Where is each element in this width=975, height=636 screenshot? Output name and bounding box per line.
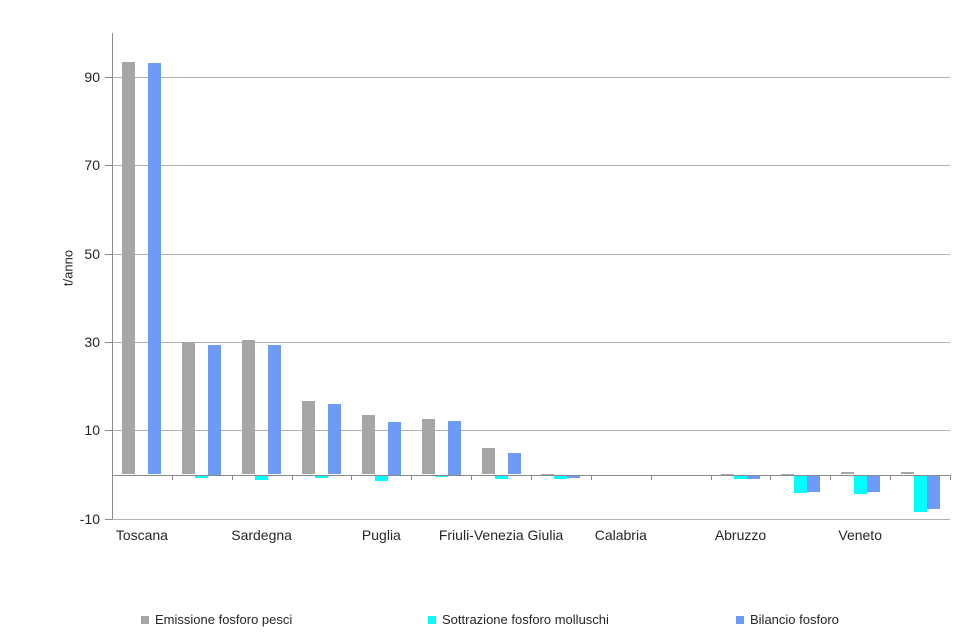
- bar-emissione-fosforo-pesci-cat11: [721, 473, 734, 475]
- bar-emissione-fosforo-pesci-cat12: [780, 473, 794, 475]
- legend-label: Emissione fosforo pesci: [155, 612, 293, 627]
- bar-sottrazione-fosforo-molluschi-cat4: [315, 474, 328, 478]
- y-axis-tick: [105, 76, 112, 78]
- y-tick-label: 70: [84, 157, 100, 174]
- gridline: [112, 518, 950, 520]
- bar-emissione-fosforo-pesci-cat6: [421, 418, 435, 475]
- x-axis-tick: [590, 474, 592, 480]
- legend-swatch-icon: [141, 615, 149, 624]
- y-axis-tick: [105, 165, 112, 167]
- y-axis-tick: [105, 253, 112, 255]
- x-axis-tick: [291, 474, 293, 480]
- bar-sottrazione-fosforo-molluschi-cat2: [195, 474, 209, 478]
- bar-emissione-fosforo-pesci-cat7: [481, 448, 495, 475]
- y-tick-label: -10: [79, 510, 100, 527]
- bar-sottrazione-fosforo-molluschi-cat12: [793, 474, 807, 494]
- bar-emissione-fosforo-pesci-cat3: [242, 339, 256, 475]
- x-axis-tick: [650, 474, 652, 480]
- x-axis-tick: [112, 474, 113, 480]
- x-axis-tick: [890, 474, 892, 480]
- legend-item-sottrazione-fosforo-molluschi: Sottrazione fosforo molluschi: [428, 612, 609, 627]
- legend-label: Bilancio fosforo: [750, 612, 839, 627]
- bar-bilancio-fosforo-cat14: [926, 474, 940, 510]
- legend-label: Sottrazione fosforo molluschi: [442, 612, 609, 627]
- bar-bilancio-fosforo-cat7: [507, 452, 521, 475]
- bar-emissione-fosforo-pesci-cat5: [361, 415, 375, 475]
- bar-bilancio-fosforo-cat11: [747, 474, 760, 479]
- bar-sottrazione-fosforo-molluschi-cat13: [853, 474, 867, 494]
- y-axis-tick: [105, 430, 112, 432]
- x-tick-label-sardegna: Sardegna: [231, 527, 292, 543]
- bar-bilancio-fosforo-cat3: [268, 345, 282, 475]
- x-axis-tick: [770, 474, 772, 480]
- gridline: [112, 76, 950, 78]
- x-tick-label-toscana: Toscana: [115, 527, 168, 543]
- gridline: [112, 430, 950, 432]
- gridline: [112, 253, 950, 255]
- y-tick-label: 50: [84, 245, 100, 262]
- bar-emissione-fosforo-pesci-cat8: [541, 473, 555, 475]
- bar-emissione-fosforo-pesci-cat14: [900, 472, 914, 475]
- x-axis-tick: [471, 474, 473, 480]
- bar-bilancio-fosforo-cat6: [447, 421, 461, 475]
- y-tick-label: 10: [84, 422, 100, 439]
- y-axis-line: [112, 33, 113, 519]
- bar-sottrazione-fosforo-molluschi-cat5: [374, 474, 388, 481]
- x-axis-tick: [411, 474, 413, 480]
- x-tick-label-veneto: Veneto: [838, 527, 882, 543]
- x-axis-tick: [950, 474, 951, 480]
- y-axis-title: t/anno: [60, 249, 76, 287]
- legend-item-emissione-fosforo-pesci: Emissione fosforo pesci: [141, 612, 292, 627]
- bar-sottrazione-fosforo-molluschi-cat14: [913, 474, 927, 512]
- bar-bilancio-fosforo-cat5: [387, 421, 401, 475]
- bar-bilancio-fosforo-cat2: [208, 345, 222, 475]
- bar-sottrazione-fosforo-molluschi-cat7: [494, 474, 508, 479]
- y-tick-label: 90: [84, 68, 100, 85]
- bar-sottrazione-fosforo-molluschi-cat6: [434, 474, 448, 477]
- y-tick-label: 30: [84, 333, 100, 350]
- gridline: [112, 165, 950, 167]
- x-axis-tick: [171, 474, 173, 480]
- bar-bilancio-fosforo-cat13: [866, 474, 880, 492]
- x-axis-tick: [231, 474, 233, 480]
- x-axis-tick: [710, 474, 712, 480]
- bar-emissione-fosforo-pesci-cat2: [182, 341, 196, 475]
- bar-bilancio-fosforo-cat8: [567, 474, 581, 478]
- bar-sottrazione-fosforo-molluschi-cat8: [554, 474, 568, 479]
- legend-swatch-icon: [736, 615, 744, 624]
- bar-emissione-fosforo-pesci-cat1: [122, 62, 136, 475]
- bar-bilancio-fosforo-cat1: [148, 62, 162, 475]
- bar-bilancio-fosforo-cat4: [328, 404, 341, 475]
- gridline: [112, 341, 950, 343]
- bar-emissione-fosforo-pesci-cat13: [840, 472, 854, 475]
- x-tick-label-puglia: Puglia: [361, 527, 401, 543]
- bar-bilancio-fosforo-cat12: [806, 474, 820, 492]
- x-axis-tick: [830, 474, 832, 480]
- x-axis-tick: [531, 474, 532, 480]
- y-axis-tick: [105, 341, 112, 343]
- bar-sottrazione-fosforo-molluschi-cat11: [734, 474, 747, 479]
- bar-sottrazione-fosforo-molluschi-cat3: [255, 474, 269, 481]
- x-tick-label-calabria: Calabria: [594, 527, 647, 543]
- y-axis-tick: [105, 518, 112, 520]
- legend-swatch-icon: [428, 615, 436, 624]
- legend-item-bilancio-fosforo: Bilancio fosforo: [736, 612, 839, 627]
- x-tick-label-friuli-venezia-giulia: Friuli-Venezia Giulia: [438, 527, 564, 543]
- bar-emissione-fosforo-pesci-cat4: [302, 400, 315, 475]
- x-axis-tick: [351, 474, 353, 480]
- x-tick-label-abruzzo: Abruzzo: [714, 527, 767, 543]
